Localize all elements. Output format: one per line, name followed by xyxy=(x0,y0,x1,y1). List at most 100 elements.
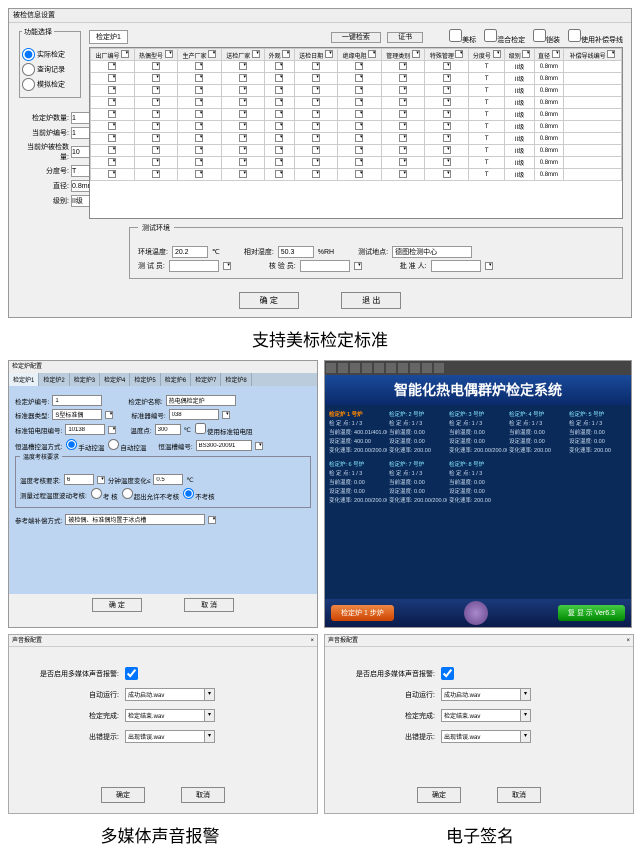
furnace-tab-1[interactable]: 检定炉1 xyxy=(9,373,39,386)
radio-auto[interactable]: 自动控温 xyxy=(107,439,146,452)
env-loc[interactable] xyxy=(392,246,472,258)
furnace-tab-7[interactable]: 检定炉7 xyxy=(191,373,221,386)
dropdown-icon[interactable] xyxy=(105,411,113,419)
tester[interactable] xyxy=(169,260,219,272)
close-icon[interactable]: × xyxy=(310,635,314,646)
dropdown-icon[interactable]: ▾ xyxy=(521,709,531,722)
dropdown-icon[interactable] xyxy=(354,262,362,270)
dropdown-icon[interactable] xyxy=(208,516,216,524)
table-row[interactable]: TII级0.8mm xyxy=(91,97,622,109)
furnace-tabs[interactable]: 检定炉1检定炉2检定炉3检定炉4检定炉5检定炉6检定炉7检定炉8 xyxy=(9,373,317,386)
dropdown-icon[interactable]: ▾ xyxy=(521,730,531,743)
approver[interactable] xyxy=(431,260,481,272)
dropdown-icon[interactable]: ▾ xyxy=(205,730,215,743)
furnace-name-input[interactable] xyxy=(166,395,236,406)
col-header[interactable]: 级别 xyxy=(505,49,534,61)
furnace-tab[interactable]: 检定炉1 xyxy=(89,30,128,44)
display-button[interactable]: 复 显 示 Ver6.3 xyxy=(558,605,625,621)
pt-no[interactable] xyxy=(65,424,105,435)
audio-ok[interactable]: 确定 xyxy=(417,787,461,803)
enable-audio[interactable] xyxy=(441,667,454,680)
furnace-tab-6[interactable]: 检定炉6 xyxy=(161,373,191,386)
radio-query[interactable]: 查询记录 xyxy=(22,63,78,76)
step-button[interactable]: 检定炉 1 步炉 xyxy=(331,605,394,621)
req-min[interactable] xyxy=(64,474,94,485)
chk-pt[interactable]: 使用标准铂电阻 xyxy=(194,423,253,436)
dropdown-icon[interactable] xyxy=(97,476,105,484)
audio-ok[interactable]: 确定 xyxy=(101,787,145,803)
radio-manual[interactable]: 手动控温 xyxy=(65,439,104,452)
table-row[interactable]: TII级0.8mm xyxy=(91,109,622,121)
verifier[interactable] xyxy=(300,260,350,272)
std-no[interactable] xyxy=(169,409,219,420)
ml-ok[interactable]: 确 定 xyxy=(92,598,142,612)
radio-sim[interactable]: 模拟检定 xyxy=(22,78,78,91)
table-row[interactable]: TII级0.8mm xyxy=(91,121,622,133)
furnace-tab-4[interactable]: 检定炉4 xyxy=(100,373,130,386)
env-temp[interactable] xyxy=(172,246,208,258)
table-row[interactable]: TII级0.8mm xyxy=(91,157,622,169)
table-row[interactable]: TII级0.8mm xyxy=(91,145,622,157)
radio-nochk[interactable]: 不考核 xyxy=(182,488,215,501)
search-button[interactable]: 一键检索 xyxy=(331,32,381,43)
chk-mix[interactable]: 混合检定 xyxy=(484,37,525,44)
wav-done[interactable] xyxy=(441,709,521,722)
data-grid[interactable]: 出厂编号 热偶型号 生产厂家 送检厂家 外观 送检日期 绝缘电阻 管理类别 特殊… xyxy=(89,47,623,219)
bath-no[interactable] xyxy=(196,440,252,451)
radio-over[interactable]: 超出允许不考核 xyxy=(121,488,180,501)
col-header[interactable]: 补偿导线编号 xyxy=(564,49,622,61)
chk-meibiao[interactable]: 美标 xyxy=(449,37,476,44)
furnace-tab-8[interactable]: 检定炉8 xyxy=(221,373,251,386)
col-header[interactable]: 分度号 xyxy=(468,49,504,61)
exit-button[interactable]: 退 出 xyxy=(341,292,401,309)
dropdown-icon[interactable]: ▾ xyxy=(205,709,215,722)
std-type[interactable] xyxy=(52,409,102,420)
ok-button[interactable]: 确 定 xyxy=(239,292,299,309)
wav-done[interactable] xyxy=(125,709,205,722)
col-header[interactable]: 送检厂家 xyxy=(221,49,265,61)
audio-cancel[interactable]: 取消 xyxy=(497,787,541,803)
audio-cancel[interactable]: 取消 xyxy=(181,787,225,803)
dropdown-icon[interactable] xyxy=(222,411,230,419)
furnace-tab-2[interactable]: 检定炉2 xyxy=(39,373,69,386)
chk-comp[interactable]: 使用补偿导线 xyxy=(568,37,623,44)
table-row[interactable]: TII级0.8mm xyxy=(91,73,622,85)
col-header[interactable]: 特殊管理 xyxy=(425,49,469,61)
env-hum[interactable] xyxy=(278,246,314,258)
col-header[interactable]: 管理类别 xyxy=(381,49,425,61)
close-icon[interactable]: × xyxy=(626,635,630,646)
wav-err[interactable] xyxy=(441,730,521,743)
enable-audio[interactable] xyxy=(125,667,138,680)
wav-err[interactable] xyxy=(125,730,205,743)
dropdown-icon[interactable] xyxy=(255,442,263,450)
col-header[interactable]: 直径 xyxy=(534,49,563,61)
table-row[interactable]: TII级0.8mm xyxy=(91,85,622,97)
table-row[interactable]: TII级0.8mm xyxy=(91,133,622,145)
chk-kaizh[interactable]: 铠装 xyxy=(533,37,560,44)
dropdown-icon[interactable] xyxy=(485,262,493,270)
col-header[interactable]: 出厂编号 xyxy=(91,49,135,61)
dropdown-icon[interactable] xyxy=(108,426,116,434)
col-header[interactable]: 热偶型号 xyxy=(134,49,178,61)
col-header[interactable]: 绝缘电阻 xyxy=(338,49,382,61)
furnace-tab-3[interactable]: 检定炉3 xyxy=(70,373,100,386)
radio-check[interactable]: 考 核 xyxy=(90,488,118,501)
radio-actual[interactable]: 实际检定 xyxy=(22,48,78,61)
furnace-tab-5[interactable]: 检定炉5 xyxy=(130,373,160,386)
wav-autorun[interactable] xyxy=(125,688,205,701)
cert-button[interactable]: 证书 xyxy=(387,32,423,43)
dropdown-icon[interactable]: ▾ xyxy=(521,688,531,701)
dropdown-icon[interactable]: ▾ xyxy=(205,688,215,701)
table-row[interactable]: TII级0.8mm xyxy=(91,61,622,73)
furnace-no-input[interactable] xyxy=(52,395,102,406)
ml-cancel[interactable]: 取 消 xyxy=(184,598,234,612)
col-header[interactable]: 生产厂家 xyxy=(178,49,222,61)
wav-autorun[interactable] xyxy=(441,688,521,701)
col-header[interactable]: 外观 xyxy=(265,49,294,61)
comp-mode[interactable] xyxy=(65,514,205,525)
req-delta[interactable] xyxy=(153,474,183,485)
table-row[interactable]: TII级0.8mm xyxy=(91,169,622,181)
dropdown-icon[interactable] xyxy=(223,262,231,270)
col-header[interactable]: 送检日期 xyxy=(294,49,338,61)
temp-point[interactable] xyxy=(155,424,181,435)
